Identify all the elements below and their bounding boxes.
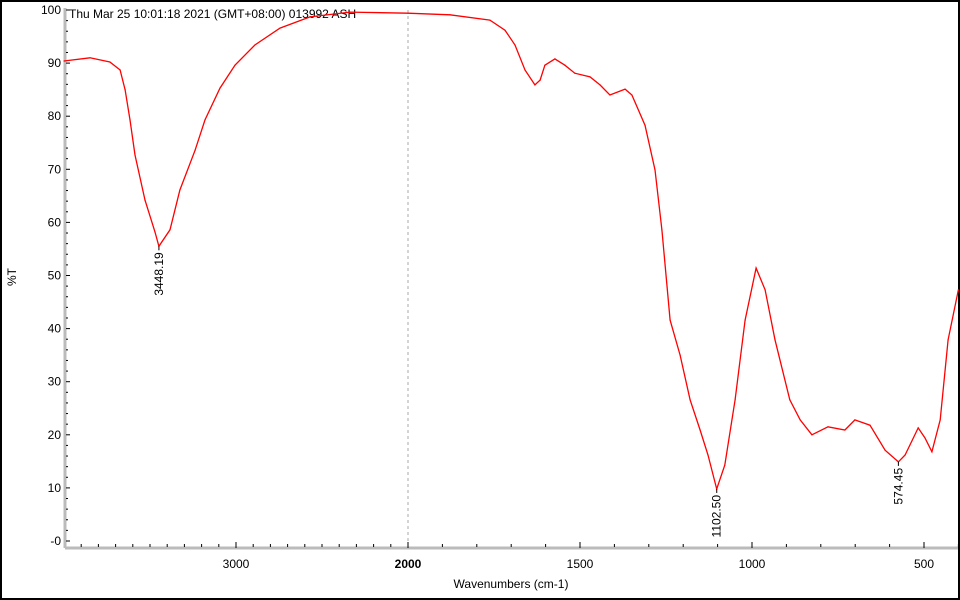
data-point [755, 267, 757, 269]
data-point [124, 89, 126, 91]
data-point [599, 84, 601, 86]
peak-label: 1102.50 [710, 495, 724, 538]
data-point [589, 76, 591, 78]
data-point [574, 72, 576, 74]
data-point [827, 426, 829, 428]
data-point [679, 354, 681, 356]
y-tick-label: 70 [48, 162, 62, 176]
data-point [699, 429, 701, 431]
peak-label: 3448.19 [152, 252, 166, 296]
data-point [349, 11, 351, 13]
spectrum-line [63, 11, 960, 492]
data-point [707, 454, 709, 456]
data-point [109, 61, 111, 63]
data-point [624, 88, 626, 90]
data-point [129, 119, 131, 121]
data-point [204, 119, 206, 121]
data-point [489, 19, 491, 21]
y-tick-label: -0 [50, 534, 61, 548]
data-point [884, 449, 886, 451]
x-tick-label: 1500 [567, 557, 594, 571]
data-point [939, 419, 941, 421]
x-tick-label: 500 [914, 557, 934, 571]
data-point [119, 69, 121, 71]
data-point [63, 60, 65, 62]
x-tick-label: 1000 [739, 557, 766, 571]
data-point [924, 437, 926, 439]
data-point [564, 64, 566, 66]
header-text: Thu Mar 25 10:01:18 2021 (GMT+08:00) 013… [69, 7, 356, 21]
y-tick-label: 20 [48, 428, 62, 442]
data-point [947, 339, 949, 341]
data-point [799, 419, 801, 421]
y-tick-label: 40 [48, 322, 62, 336]
data-point [844, 429, 846, 431]
y-tick-label: 90 [48, 56, 62, 70]
peak-label: 574.45 [891, 468, 905, 505]
data-point [854, 419, 856, 421]
data-point [734, 399, 736, 401]
x-tick-label: 2000 [395, 557, 422, 571]
data-point [504, 29, 506, 31]
y-tick-label: 60 [48, 215, 62, 229]
data-point [309, 16, 311, 18]
data-point [514, 44, 516, 46]
y-tick-label: 100 [41, 3, 61, 17]
data-point [957, 289, 960, 291]
data-point [931, 451, 933, 453]
data-point [254, 44, 256, 46]
data-point [234, 64, 236, 66]
data-point [644, 124, 646, 126]
data-point [609, 94, 611, 96]
data-point [154, 231, 156, 233]
data-point [169, 229, 171, 231]
data-point [524, 69, 526, 71]
y-tick-label: 80 [48, 109, 62, 123]
data-point [544, 64, 546, 66]
data-point [869, 424, 871, 426]
data-point [279, 27, 281, 29]
data-point [194, 149, 196, 151]
x-axis-title: Wavenumbers (cm-1) [454, 577, 569, 591]
data-point [774, 339, 776, 341]
data-point [904, 454, 906, 456]
data-point [811, 434, 813, 436]
data-point [219, 87, 221, 89]
x-tick-label: 3000 [223, 557, 250, 571]
data-point [917, 427, 919, 429]
data-point [449, 14, 451, 16]
data-point [669, 319, 671, 321]
data-point [89, 57, 91, 59]
data-point [179, 189, 181, 191]
y-tick-label: 30 [48, 375, 62, 389]
data-point [144, 199, 146, 201]
data-point [631, 94, 633, 96]
data-point [407, 12, 409, 14]
data-point [744, 319, 746, 321]
data-point [689, 399, 691, 401]
data-point [724, 464, 726, 466]
data-point [554, 58, 556, 60]
data-point [134, 154, 136, 156]
y-tick-label: 10 [48, 481, 62, 495]
data-point [764, 289, 766, 291]
data-point [539, 79, 541, 81]
y-tick-label: 50 [48, 269, 62, 283]
data-point [534, 84, 536, 86]
data-point [661, 229, 663, 231]
data-point [654, 169, 656, 171]
data-point [789, 399, 791, 401]
y-axis-title: %T [5, 267, 19, 286]
